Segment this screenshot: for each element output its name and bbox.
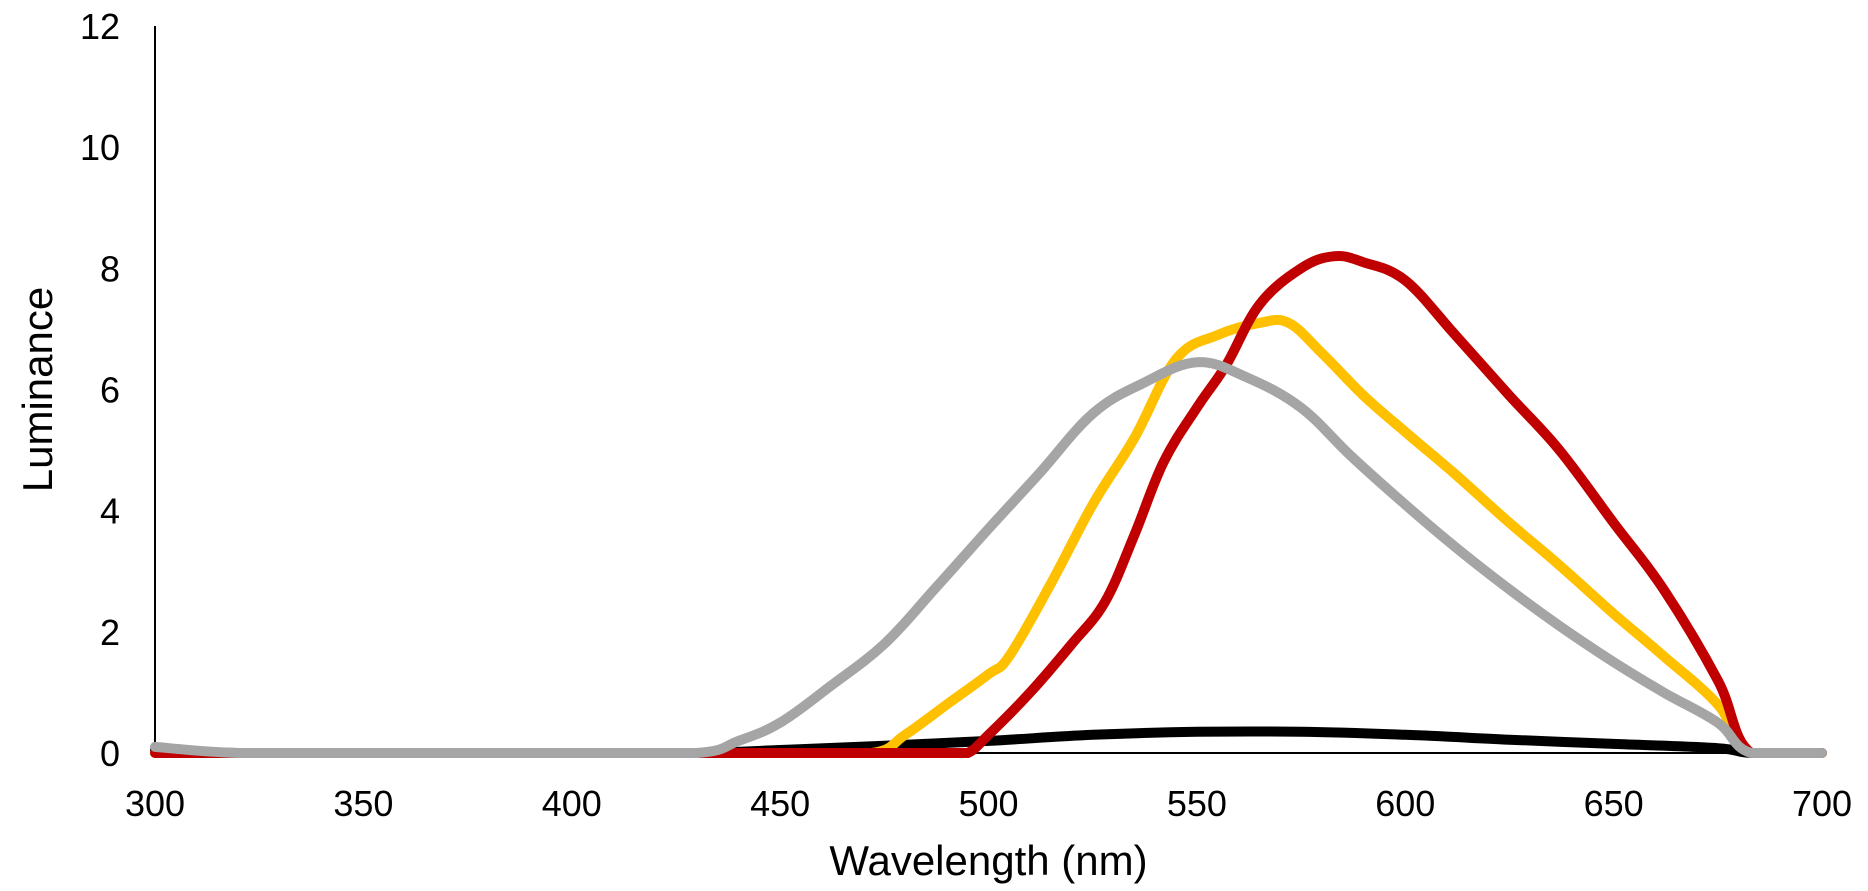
x-tick-label: 500 bbox=[958, 783, 1018, 824]
series-line-3 bbox=[150, 250, 1827, 759]
y-tick-label: 0 bbox=[100, 733, 120, 774]
x-tick-label: 450 bbox=[750, 783, 810, 824]
x-tick-label: 350 bbox=[333, 783, 393, 824]
y-tick-label: 8 bbox=[100, 248, 120, 289]
x-tick-label: 600 bbox=[1375, 783, 1435, 824]
x-tick-label: 300 bbox=[125, 783, 185, 824]
x-tick-label: 650 bbox=[1584, 783, 1644, 824]
series-line-4 bbox=[150, 357, 1827, 759]
y-tick-labels: 0 2 4 6 8 10 12 bbox=[80, 6, 120, 774]
series-line-2 bbox=[150, 314, 1827, 759]
y-axis-title: Luminance bbox=[14, 287, 61, 492]
y-tick-label: 6 bbox=[100, 370, 120, 411]
series-lines bbox=[150, 250, 1827, 759]
y-tick-label: 10 bbox=[80, 127, 120, 168]
x-tick-label: 550 bbox=[1167, 783, 1227, 824]
x-tick-labels: 300 350 400 450 500 550 600 650 700 bbox=[125, 783, 1852, 824]
x-tick-label: 400 bbox=[542, 783, 602, 824]
axes bbox=[154, 26, 1822, 754]
y-tick-label: 4 bbox=[100, 491, 120, 532]
x-tick-label: 700 bbox=[1792, 783, 1852, 824]
x-axis-title: Wavelength (nm) bbox=[829, 837, 1147, 884]
y-tick-label: 12 bbox=[80, 6, 120, 47]
y-tick-label: 2 bbox=[100, 612, 120, 653]
